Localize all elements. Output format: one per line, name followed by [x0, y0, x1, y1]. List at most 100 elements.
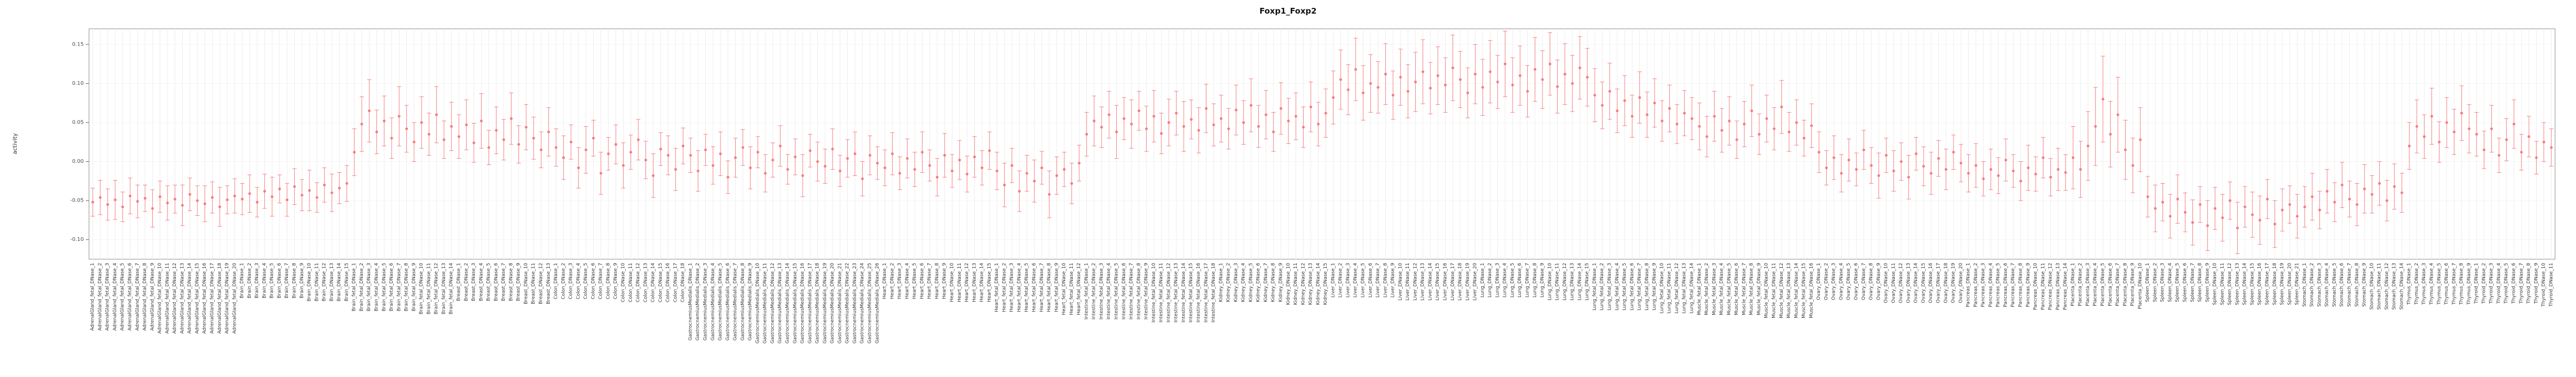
data-point: [1862, 148, 1866, 151]
x-tick-label: Breast_DNase_10: [524, 263, 529, 304]
x-tick-label: Ovary_DNase_6: [1854, 263, 1859, 300]
x-tick-label: Breast_DNase_4: [479, 263, 484, 301]
data-point: [1959, 161, 1962, 165]
data-point: [2041, 156, 2045, 159]
data-point: [2251, 213, 2254, 216]
data-point: [345, 182, 349, 185]
data-point: [360, 123, 363, 126]
x-tick-label: Heart_fetal_DNase_5: [1024, 263, 1029, 312]
x-tick-label: AdrenalGland_fetal_DNase_17: [210, 263, 215, 334]
x-tick-label: GastrocnemiusMedialis_DNase_6: [725, 263, 730, 341]
x-tick-label: Pancreas_DNase_9: [2026, 263, 2031, 307]
data-point: [1302, 126, 1305, 129]
data-point: [1571, 82, 1574, 85]
data-point: [1518, 74, 1522, 77]
x-tick-label: Pancreas_DNase_12: [2048, 263, 2053, 310]
x-tick-label: Heart_DNase_7: [927, 263, 932, 299]
y-tick-label: 0.15: [72, 41, 84, 47]
data-point: [1324, 112, 1327, 115]
data-point: [1601, 104, 1604, 107]
data-point: [2452, 130, 2456, 134]
x-tick-label: Brain_DNase_14: [337, 263, 342, 302]
x-tick-label: Thyroid_DNase_1: [2474, 263, 2479, 304]
data-point: [883, 166, 886, 170]
x-tick-label: Intestine_fetal_DNase_2: [1092, 263, 1097, 319]
x-tick-label: Ovary_DNase_11: [1891, 263, 1896, 303]
x-tick-label: Heart_DNase_4: [905, 263, 910, 299]
data-point: [480, 119, 483, 123]
data-point: [786, 168, 790, 171]
data-point: [1294, 115, 1297, 118]
data-point: [2288, 203, 2291, 206]
data-point: [285, 198, 288, 202]
data-point: [2326, 190, 2329, 193]
data-point: [696, 169, 699, 173]
data-point: [472, 141, 475, 145]
data-point: [2094, 125, 2097, 128]
data-point: [181, 204, 184, 207]
data-point: [719, 152, 722, 156]
data-point: [868, 154, 872, 157]
data-point: [704, 148, 707, 151]
x-tick-label: Intestine_fetal_DNase_1: [1084, 263, 1089, 319]
data-point: [2064, 171, 2067, 174]
data-point: [2131, 164, 2135, 167]
x-tick-label: Intestine_fetal_DNase_12: [1166, 263, 1171, 323]
x-tick-label: Kidney_DNase_1: [1218, 263, 1224, 302]
x-tick-label: Kidney_DNase_2: [1226, 263, 1231, 302]
x-tick-label: Liver_DNase_6: [1368, 263, 1373, 297]
x-tick-label: Thyroid_DNase_6: [2512, 263, 2517, 304]
data-point: [1534, 68, 1537, 71]
data-point: [2303, 205, 2306, 208]
x-tick-label: Muscle_fetal_DNase_14: [1794, 263, 1799, 318]
data-point: [1414, 80, 1417, 84]
data-point: [2535, 156, 2538, 159]
x-tick-label: Thyroid_DNase_4: [2496, 263, 2502, 304]
x-tick-label: Breast_DNase_8: [508, 263, 514, 301]
x-tick-label: GastrocnemiusMedialis_DNase_7: [733, 263, 738, 340]
data-point: [2497, 154, 2501, 157]
data-point: [1309, 105, 1313, 108]
data-point: [1257, 125, 1260, 128]
data-point: [2199, 203, 2202, 206]
data-point: [1107, 113, 1111, 116]
data-point: [1264, 113, 1268, 116]
x-tick-label: Kidney_DNase_10: [1286, 263, 1291, 305]
data-point: [861, 177, 864, 180]
x-tick-label: Heart_DNase_2: [890, 263, 895, 299]
x-tick-label: Liver_DNase_12: [1413, 263, 1418, 301]
data-point: [158, 195, 162, 198]
data-point: [1556, 85, 1559, 88]
data-point: [1190, 118, 1193, 121]
x-tick-label: Muscle_fetal_DNase_3: [1712, 263, 1717, 315]
x-tick-label: Heart_fetal_DNase_12: [1076, 263, 1082, 315]
x-tick-label: Pancreas_DNase_5: [1996, 263, 2001, 307]
x-tick-label: Liver_DNase_18: [1458, 263, 1463, 301]
x-tick-label: Brain_DNase_7: [284, 263, 290, 298]
data-point: [1735, 138, 1738, 141]
x-tick-label: Ovary_DNase_4: [1839, 263, 1844, 300]
x-tick-label: AdrenalGland_fetal_DNase_15: [195, 263, 200, 334]
data-point: [1795, 121, 1798, 124]
data-point: [1361, 91, 1365, 94]
x-tick-label: AdrenalGland_fetal_DNase_8: [142, 263, 148, 331]
data-point: [1877, 174, 1880, 178]
data-point: [166, 202, 169, 205]
data-point: [2266, 197, 2269, 201]
data-point: [121, 205, 124, 208]
x-tick-label: Stomach_DNase_2: [2309, 263, 2315, 307]
x-tick-label: Placenta_DNase_8: [2123, 263, 2128, 306]
x-tick-label: Placenta_DNase_3: [2085, 263, 2091, 306]
x-tick-label: Ovary_DNase_15: [1921, 263, 1926, 303]
x-tick-label: Lung_DNase_3: [1495, 263, 1500, 297]
x-tick-label: Placenta_DNase_6: [2108, 263, 2113, 306]
data-point: [1586, 75, 1589, 79]
data-point: [233, 194, 236, 197]
x-tick-label: Muscle_fetal_DNase_11: [1772, 263, 1777, 318]
x-tick-label: Intestine_fetal_DNase_6: [1122, 263, 1127, 320]
data-point: [1032, 180, 1036, 183]
x-tick-label: Liver_DNase_17: [1450, 263, 1456, 301]
data-point: [1451, 66, 1454, 70]
x-tick-label: Spleen_DNase_19: [2280, 263, 2285, 305]
x-tick-label: AdrenalGland_fetal_DNase_20: [232, 263, 237, 334]
